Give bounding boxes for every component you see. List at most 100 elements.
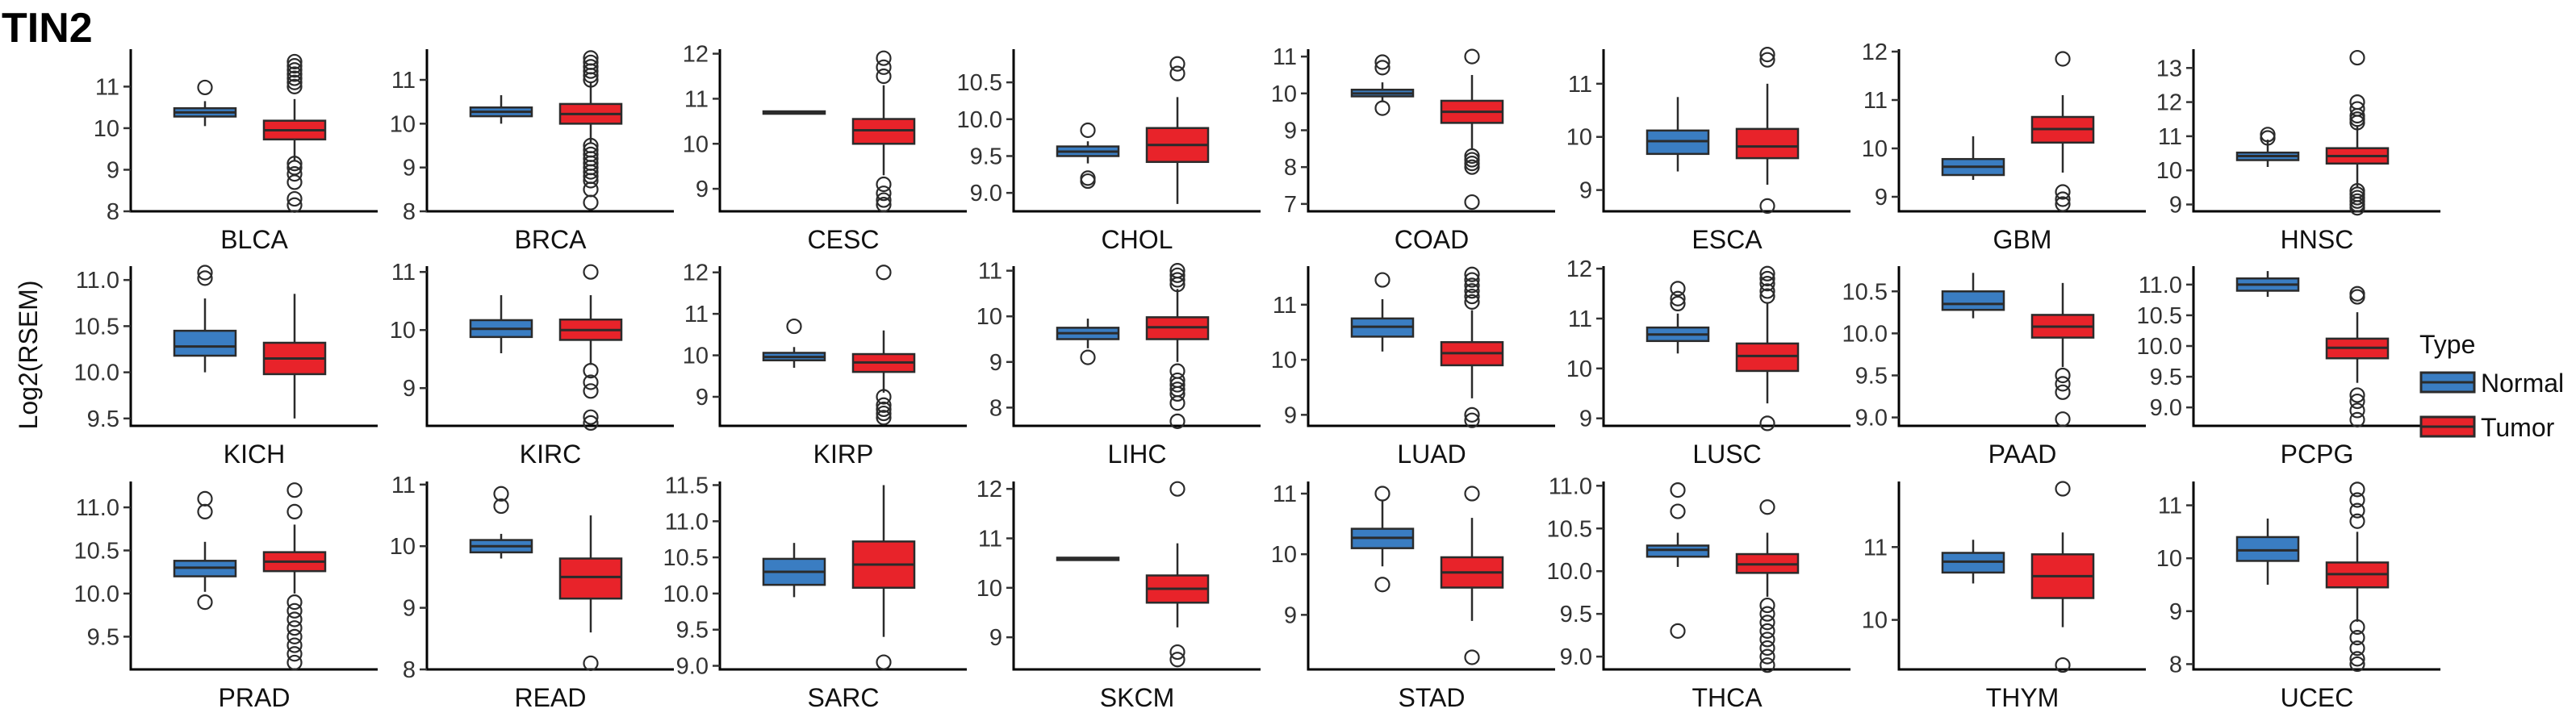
y-tick-label: 11 [978,527,1002,552]
outlier-point [1169,267,1186,283]
panel-label-chol: CHOL [1102,225,1173,254]
outlier-point [2260,130,2276,146]
box-tumor [2325,286,2390,427]
outlier-point [1759,270,1775,287]
y-tick-label: 9 [2169,599,2182,625]
outlier-point [2055,191,2071,207]
outlier-point [2055,51,2071,67]
outlier-point [583,363,599,379]
panel-label-cesc: CESC [808,225,880,254]
y-tick-label: 11 [978,259,1002,285]
outlier-point [2349,115,2365,131]
y-tick-label: 10.5 [957,70,1002,96]
y-tick-label: 9 [403,156,416,181]
outlier-point [876,50,892,66]
panel-blca: 8 9 10 11 BLCA [94,49,378,254]
outlier-point [1464,48,1480,65]
outlier-point [1759,606,1775,622]
y-tick-label: 9 [989,625,1002,651]
panel-label-skcm: SKCM [1100,683,1174,712]
panel-label-luad: LUAD [1397,440,1466,469]
outlier-point [2349,402,2365,419]
y-tick-label: 10 [976,304,1002,330]
y-tick-label: 9 [2169,193,2182,219]
panel-label-stad: STAD [1399,683,1466,712]
outlier-point [583,63,599,79]
outlier-point [286,620,303,636]
outlier-point [493,498,509,515]
y-tick-label: 11 [95,74,119,100]
outlier-point [286,654,303,671]
y-tick-label: 9 [696,177,709,202]
outlier-point [583,383,599,399]
outlier-point [1759,276,1775,292]
panel-label-ucec: UCEC [2281,683,2354,712]
y-tick-label: 10.0 [663,582,709,607]
outlier-point [1169,644,1186,661]
outlier-point [583,264,599,280]
y-tick-label: 9.0 [1560,644,1592,670]
box-normal [762,543,826,598]
box-tumor [1440,266,1504,428]
y-tick-label: 11.0 [76,268,119,294]
y-tick-label: 11 [1863,88,1888,114]
iqr-box [1735,342,1800,373]
outlier-point [1759,265,1775,281]
box-tumor [1145,56,1210,204]
panel-sarc: 9.0 9.5 10.0 10.5 11.0 11.5 SARC [663,473,967,712]
outlier-point [876,186,892,202]
outlier-point [197,79,213,96]
y-tick-label: 9.5 [2150,365,2182,390]
y-tick-label: 11 [391,473,416,498]
panel-thca: 9.0 9.5 10.0 10.5 11.0 THCA [1547,473,1850,712]
y-tick-label: 10.0 [1547,559,1592,585]
panel-label-pcpg: PCPG [2281,440,2354,469]
panel-read: 8 9 10 11 READ [390,473,674,712]
outlier-point [876,401,892,418]
box-normal [173,490,237,611]
outlier-point [1759,499,1775,515]
y-tick-label: 10.5 [2137,303,2182,329]
box-normal [1646,481,1710,639]
outlier-point [286,78,303,94]
box-tumor [558,50,623,211]
panel-label-prad: PRAD [219,683,291,712]
box-tumor [262,482,327,671]
box-tumor [851,50,916,213]
y-tick-label: 9 [403,596,416,622]
y-tick-label: 11 [1568,306,1592,332]
box-tumor [558,515,623,671]
panel-label-brca: BRCA [515,225,588,254]
y-tick-label: 12 [2156,90,2182,116]
y-tick-label: 12 [1862,40,1888,65]
outlier-point [2349,393,2365,410]
box-tumor [1440,48,1504,211]
outlier-point [2349,502,2365,519]
y-tick-label: 9 [989,350,1002,376]
y-tick-label: 9.0 [1855,406,1888,431]
y-tick-label: 7 [1284,192,1297,218]
outlier-point [1464,277,1480,294]
outlier-point [2349,289,2365,305]
outlier-point [286,628,303,644]
y-tick-label: 9.0 [676,654,709,680]
outlier-point [1670,290,1686,306]
panel-label-gbm: GBM [1993,225,2052,254]
box-normal [469,95,533,124]
y-tick-label: 11 [2158,494,2182,519]
legend-label-tumor: Tumor [2481,413,2555,442]
y-tick-label: 11 [684,302,709,327]
outlier-point [1759,288,1775,304]
outlier-point [1169,277,1186,293]
y-tick-label: 11.5 [665,473,709,498]
outlier-point [286,594,303,611]
y-tick-label: 10 [1566,356,1592,382]
y-tick-label: 8 [989,395,1002,421]
box-normal [1056,557,1120,561]
box-normal [762,110,826,115]
outlier-point [2349,492,2365,508]
iqr-box [173,329,237,357]
box-normal [1056,319,1120,365]
box-normal [2235,127,2300,167]
y-tick-label: 13 [2156,56,2182,81]
